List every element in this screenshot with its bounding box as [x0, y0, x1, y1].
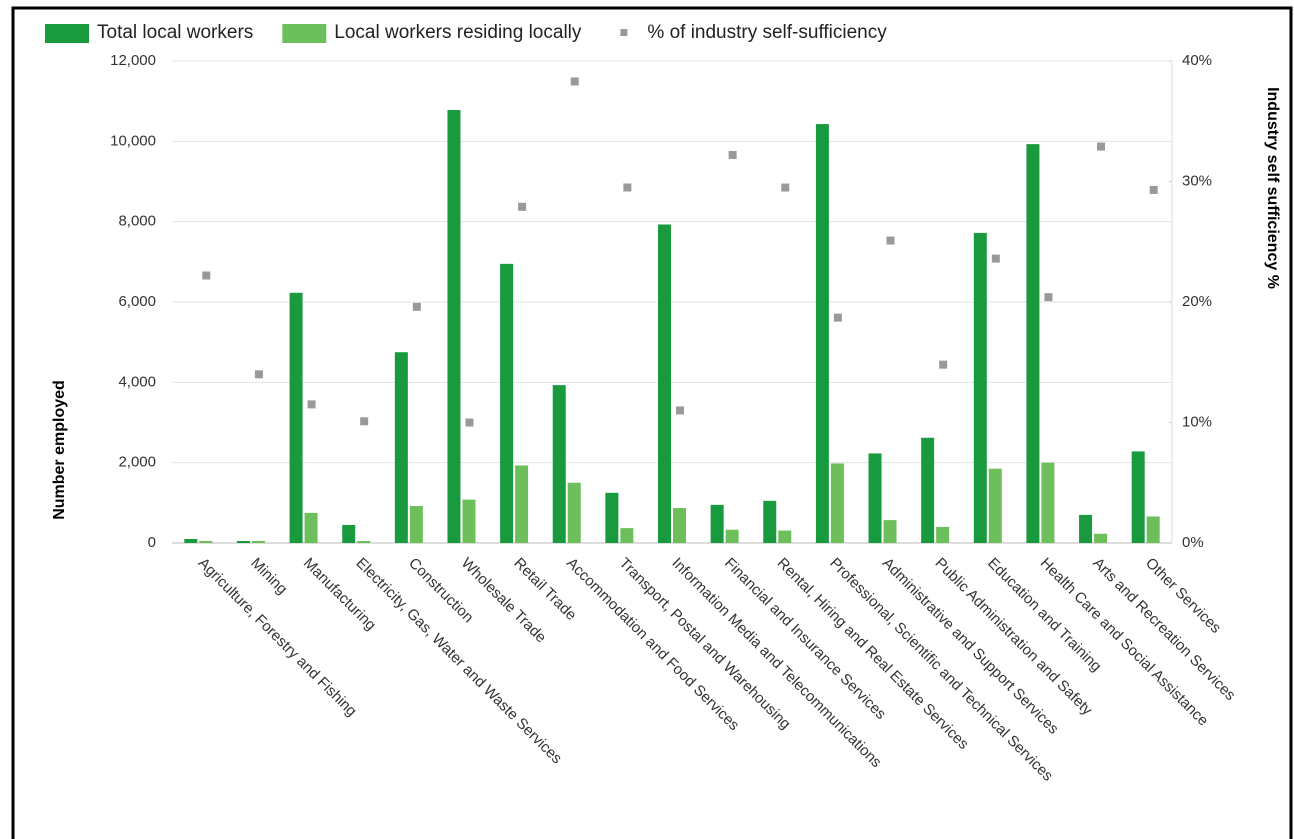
- frame: [11, 6, 1293, 839]
- point: [781, 183, 790, 192]
- y2-tick-label: 10%: [1182, 413, 1212, 430]
- y2-axis-title: Industry self sufficiency %: [1264, 87, 1281, 289]
- bar: [1146, 516, 1160, 543]
- point: [202, 271, 211, 280]
- bar: [289, 292, 303, 543]
- point: [254, 370, 263, 379]
- bar: [567, 482, 581, 543]
- bar: [830, 463, 844, 543]
- bar: [883, 520, 897, 543]
- bar: [236, 540, 250, 543]
- legend-marker: [620, 29, 628, 36]
- bar: [409, 506, 423, 543]
- bar: [868, 453, 882, 543]
- bar: [988, 468, 1002, 543]
- bar: [815, 124, 829, 543]
- bar: [973, 232, 987, 543]
- point: [465, 418, 474, 427]
- bar: [1094, 533, 1108, 543]
- bar: [199, 540, 213, 543]
- y-tick-label: 2,000: [118, 454, 156, 471]
- point: [412, 302, 421, 311]
- bar: [462, 499, 476, 543]
- legend-label: % of industry self-sufficiency: [647, 22, 887, 43]
- y-tick-label: 4,000: [118, 373, 156, 390]
- x-tick-label: Rental, Hiring and Real Estate Services: [774, 555, 972, 753]
- bar: [710, 504, 724, 543]
- bar: [1079, 514, 1093, 543]
- legend-marker: [45, 24, 89, 43]
- y-tick-label: 8,000: [118, 213, 156, 230]
- bar: [515, 465, 529, 543]
- bar: [394, 352, 408, 543]
- point: [518, 202, 527, 211]
- bar: [251, 540, 265, 543]
- y2-tick-label: 40%: [1182, 52, 1212, 69]
- point: [1097, 142, 1106, 151]
- y-tick-label: 12,000: [110, 52, 156, 69]
- y-axis-title: Number employed: [51, 380, 68, 520]
- bar: [447, 110, 461, 544]
- legend-label: Local workers residing locally: [334, 22, 582, 43]
- bar: [1131, 451, 1145, 543]
- bar: [778, 530, 792, 543]
- point: [728, 150, 737, 159]
- point: [623, 183, 632, 192]
- point: [307, 400, 316, 409]
- point: [1044, 293, 1053, 302]
- point: [570, 77, 579, 86]
- bar: [605, 492, 619, 543]
- bar: [936, 526, 950, 543]
- point: [1149, 185, 1158, 194]
- bar: [763, 500, 777, 543]
- y-tick-label: 0: [148, 534, 156, 551]
- bar: [658, 224, 671, 543]
- bar: [673, 508, 686, 543]
- point: [360, 417, 369, 426]
- bar: [620, 528, 634, 543]
- y2-tick-label: 0%: [1182, 534, 1204, 551]
- bar: [1041, 462, 1055, 543]
- bar: [500, 263, 514, 543]
- point: [886, 236, 895, 245]
- y2-tick-label: 20%: [1182, 293, 1212, 310]
- y-tick-label: 10,000: [110, 132, 156, 149]
- legend-marker: [282, 24, 327, 43]
- bar: [184, 538, 198, 543]
- bar: [357, 540, 371, 543]
- point: [991, 254, 1000, 263]
- point: [939, 360, 948, 369]
- bar: [725, 529, 739, 543]
- x-tick-label: Mining: [247, 555, 290, 598]
- bar: [552, 385, 566, 543]
- bar: [1026, 144, 1040, 543]
- bar: [342, 524, 356, 543]
- y2-tick-label: 30%: [1182, 172, 1212, 189]
- legend-label: Total local workers: [97, 22, 253, 43]
- bar: [304, 512, 318, 543]
- y-tick-label: 6,000: [118, 293, 156, 310]
- point: [833, 313, 842, 322]
- bar: [921, 437, 935, 543]
- point: [676, 406, 684, 415]
